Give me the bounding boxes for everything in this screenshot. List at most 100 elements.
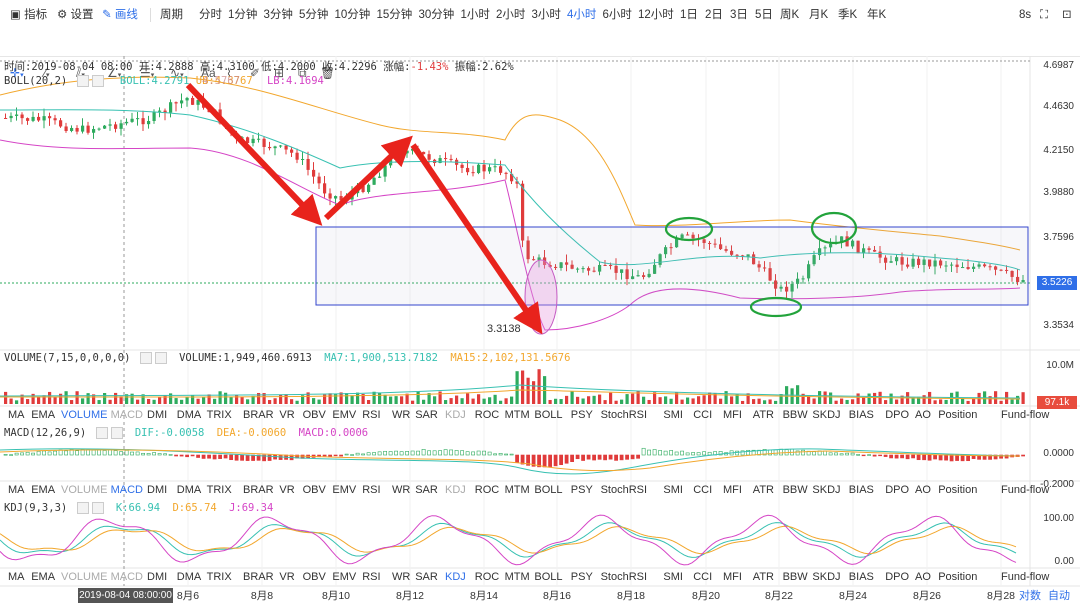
clone-icon[interactable]: ⧉ bbox=[298, 66, 307, 80]
period-7[interactable]: 1小时 bbox=[460, 9, 490, 21]
indicator-psy[interactable]: PSY bbox=[570, 409, 593, 421]
indicator-mfi[interactable]: MFI bbox=[723, 484, 742, 496]
indicator-position[interactable]: Position bbox=[938, 571, 978, 583]
indicator-stochrsi[interactable]: StochRSI bbox=[600, 484, 648, 496]
indicator-wr[interactable]: WR bbox=[392, 409, 411, 421]
indicator-vr[interactable]: VR bbox=[279, 409, 295, 421]
indicator-boll[interactable]: BOLL bbox=[534, 571, 563, 583]
draw-button[interactable]: ✎ 画线 bbox=[102, 0, 138, 30]
close-icon[interactable] bbox=[91, 75, 104, 87]
period-13[interactable]: 1日 bbox=[680, 9, 698, 21]
indicator-macd[interactable]: MACD bbox=[110, 484, 143, 496]
close-icon[interactable] bbox=[110, 427, 123, 439]
indicator-wr[interactable]: WR bbox=[392, 571, 411, 583]
indicator-smi[interactable]: SMI bbox=[663, 484, 683, 496]
indicator-psy[interactable]: PSY bbox=[570, 571, 593, 583]
settings-icon[interactable] bbox=[95, 427, 108, 439]
indicator-macd[interactable]: MACD bbox=[110, 409, 143, 421]
indicator-roc[interactable]: ROC bbox=[474, 409, 500, 421]
indicator-position[interactable]: Position bbox=[938, 409, 978, 421]
indicator-vr[interactable]: VR bbox=[279, 571, 295, 583]
indicator-dma[interactable]: DMA bbox=[176, 571, 202, 583]
indicator-emv[interactable]: EMV bbox=[332, 409, 357, 421]
angle-icon[interactable]: ∠▾ bbox=[107, 66, 122, 80]
indicator-sar[interactable]: SAR bbox=[415, 409, 438, 421]
indicator-kdj[interactable]: KDJ bbox=[445, 409, 466, 421]
settings-button[interactable]: ⚙ 设置 bbox=[57, 0, 94, 30]
indicator-atr[interactable]: ATR bbox=[752, 409, 774, 421]
indicator-dma[interactable]: DMA bbox=[176, 484, 202, 496]
indicator-position[interactable]: Position bbox=[938, 484, 978, 496]
indicator-skdj[interactable]: SKDJ bbox=[812, 409, 841, 421]
indicator-mtm[interactable]: MTM bbox=[504, 484, 530, 496]
indicator-ao[interactable]: AO bbox=[915, 484, 931, 496]
period-20[interactable]: 年K bbox=[867, 9, 887, 21]
indicator-bias[interactable]: BIAS bbox=[848, 409, 874, 421]
measure-icon[interactable]: ⊞ bbox=[274, 66, 285, 80]
indicator-trix[interactable]: TRIX bbox=[206, 409, 232, 421]
indicator-obv[interactable]: OBV bbox=[302, 571, 326, 583]
indicator-button[interactable]: ▣ 指标 bbox=[10, 0, 47, 30]
indicator-wr[interactable]: WR bbox=[392, 484, 411, 496]
indicator-fund-flow[interactable]: Fund-flow bbox=[1001, 484, 1050, 496]
period-8[interactable]: 2小时 bbox=[496, 9, 526, 21]
line-icon[interactable]: ⁄▾ bbox=[44, 66, 50, 80]
indicator-ao[interactable]: AO bbox=[915, 409, 931, 421]
indicator-fund-flow[interactable]: Fund-flow bbox=[1001, 571, 1050, 583]
indicator-bbw[interactable]: BBW bbox=[782, 571, 808, 583]
indicator-roc[interactable]: ROC bbox=[474, 571, 500, 583]
indicator-sar[interactable]: SAR bbox=[415, 571, 438, 583]
indicator-fund-flow[interactable]: Fund-flow bbox=[1001, 409, 1050, 421]
indicator-dma[interactable]: DMA bbox=[176, 409, 202, 421]
indicator-cci[interactable]: CCI bbox=[693, 409, 713, 421]
indicator-sar[interactable]: SAR bbox=[415, 484, 438, 496]
indicator-dpo[interactable]: DPO bbox=[885, 484, 910, 496]
fib-icon[interactable]: ☰▾ bbox=[140, 66, 155, 80]
log-scale-toggle[interactable]: 对数 bbox=[1019, 590, 1041, 602]
indicator-brar[interactable]: BRAR bbox=[243, 484, 274, 496]
fullscreen-icon[interactable]: ⛶ bbox=[1040, 9, 1049, 21]
period-0[interactable]: 分时 bbox=[199, 9, 222, 21]
indicator-ema[interactable]: EMA bbox=[31, 409, 56, 421]
indicator-dpo[interactable]: DPO bbox=[885, 571, 910, 583]
close-icon[interactable] bbox=[91, 502, 104, 514]
settings-icon[interactable] bbox=[76, 75, 89, 87]
indicator-smi[interactable]: SMI bbox=[663, 409, 683, 421]
indicator-mfi[interactable]: MFI bbox=[723, 409, 742, 421]
indicator-bias[interactable]: BIAS bbox=[848, 571, 874, 583]
indicator-kdj[interactable]: KDJ bbox=[445, 571, 466, 583]
text-tool[interactable]: Aa bbox=[201, 66, 216, 80]
indicator-brar[interactable]: BRAR bbox=[243, 571, 274, 583]
period-10[interactable]: 4小时 bbox=[567, 9, 597, 21]
period-16[interactable]: 5日 bbox=[755, 9, 773, 21]
indicator-boll[interactable]: BOLL bbox=[534, 409, 563, 421]
period-14[interactable]: 2日 bbox=[705, 9, 723, 21]
close-icon[interactable] bbox=[154, 352, 167, 364]
indicator-volume[interactable]: VOLUME bbox=[61, 409, 108, 421]
period-11[interactable]: 6小时 bbox=[602, 9, 632, 21]
indicator-obv[interactable]: OBV bbox=[302, 484, 326, 496]
indicator-emv[interactable]: EMV bbox=[332, 571, 357, 583]
indicator-rsi[interactable]: RSI bbox=[362, 409, 381, 421]
period-15[interactable]: 3日 bbox=[730, 9, 748, 21]
indicator-kdj[interactable]: KDJ bbox=[445, 484, 466, 496]
indicator-trix[interactable]: TRIX bbox=[206, 484, 232, 496]
indicator-skdj[interactable]: SKDJ bbox=[812, 484, 841, 496]
period-4[interactable]: 10分钟 bbox=[334, 9, 371, 21]
indicator-ema[interactable]: EMA bbox=[31, 571, 56, 583]
indicator-atr[interactable]: ATR bbox=[752, 484, 774, 496]
indicator-cci[interactable]: CCI bbox=[693, 484, 713, 496]
period-17[interactable]: 周K bbox=[780, 9, 800, 21]
period-19[interactable]: 季K bbox=[838, 9, 858, 21]
indicator-stochrsi[interactable]: StochRSI bbox=[600, 571, 648, 583]
indicator-dpo[interactable]: DPO bbox=[885, 409, 910, 421]
indicator-dmi[interactable]: DMI bbox=[147, 571, 168, 583]
period-6[interactable]: 30分钟 bbox=[418, 9, 455, 21]
indicator-rsi[interactable]: RSI bbox=[362, 571, 381, 583]
crosshair-icon[interactable]: ✛▾ bbox=[10, 66, 24, 80]
indicator-ma[interactable]: MA bbox=[8, 484, 25, 496]
indicator-vr[interactable]: VR bbox=[279, 484, 295, 496]
indicator-rsi[interactable]: RSI bbox=[362, 484, 381, 496]
settings-icon[interactable] bbox=[139, 352, 152, 364]
